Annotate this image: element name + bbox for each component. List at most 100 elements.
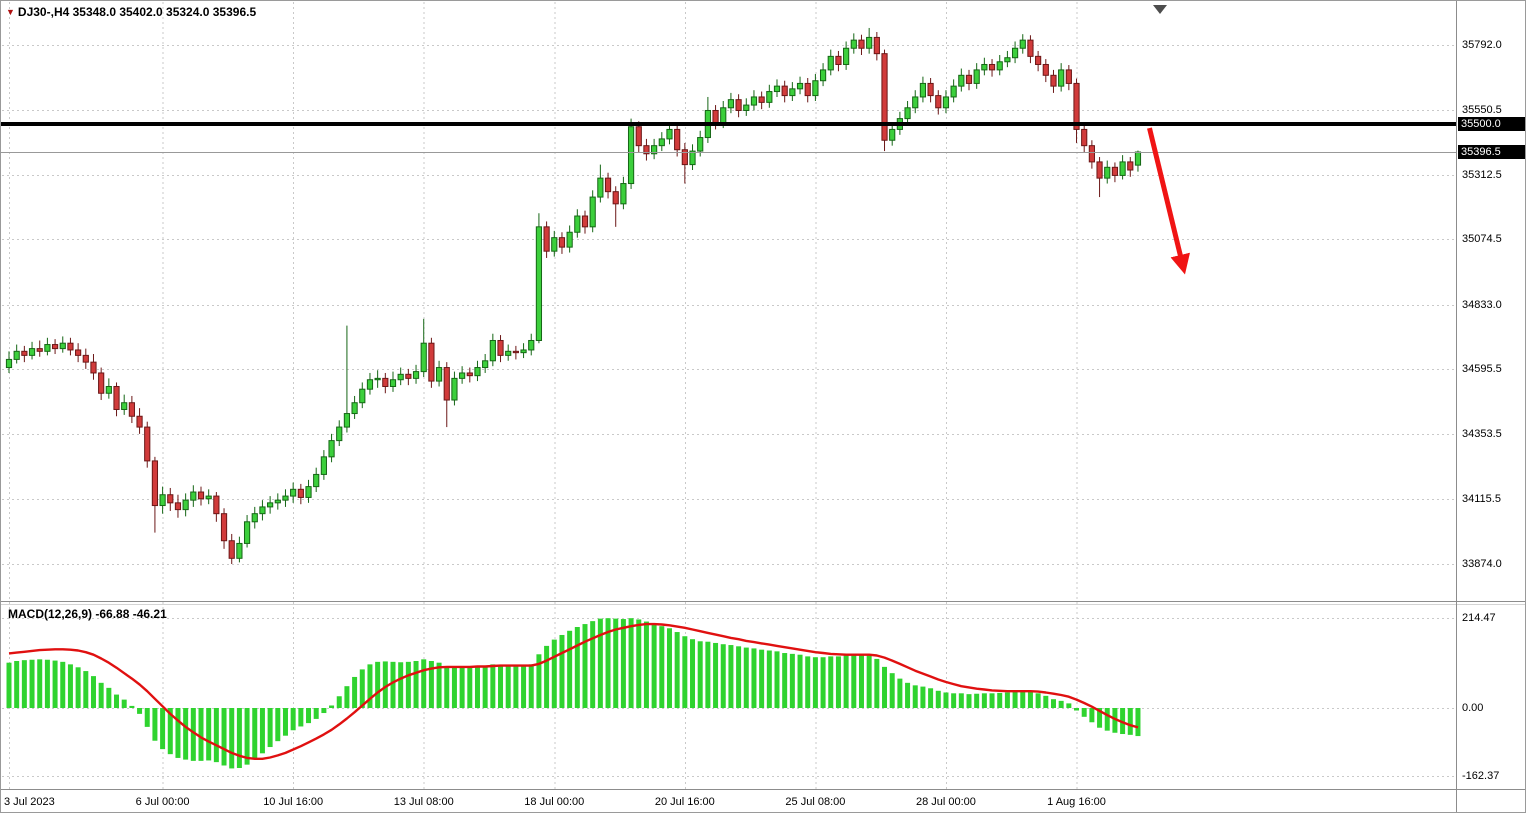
candle-body — [512, 350, 519, 354]
candle — [1011, 41, 1019, 64]
candle-body — [205, 495, 212, 500]
candle-body — [405, 373, 412, 379]
time-axis[interactable] — [1, 790, 1456, 812]
macd-bar — [713, 642, 719, 708]
candle-body — [159, 494, 166, 507]
candle — [1111, 162, 1119, 183]
candle — [1088, 140, 1095, 169]
macd-bar — [428, 661, 434, 708]
candle-body — [105, 385, 112, 394]
candle — [274, 493, 281, 510]
macd-bar — [482, 665, 488, 708]
candle-body — [958, 74, 965, 87]
candle-body — [313, 473, 320, 488]
macd-bar — [981, 693, 987, 708]
candle — [5, 351, 13, 373]
macd-bar — [121, 699, 127, 708]
macd-bar — [252, 708, 258, 760]
macd-bar — [835, 656, 841, 708]
candle-body — [919, 82, 927, 98]
macd-bar — [175, 708, 181, 758]
candle-body — [197, 491, 205, 500]
macd-bar — [60, 661, 66, 708]
candle-body — [428, 342, 435, 382]
candle — [681, 142, 688, 184]
candle-body — [873, 36, 880, 55]
candle — [750, 90, 758, 111]
macd-bar — [1081, 708, 1087, 717]
candle-body — [973, 69, 980, 84]
candle — [159, 486, 166, 514]
candle — [1065, 65, 1072, 91]
candle — [1042, 59, 1049, 83]
candle — [412, 364, 420, 384]
candle — [167, 487, 174, 511]
candle — [1004, 50, 1011, 68]
candle-body — [789, 88, 796, 97]
main-chart-pane[interactable] — [1, 1, 1456, 601]
candle-body — [950, 85, 957, 98]
candle-body — [881, 53, 888, 141]
price-axis-label: 35550.5 — [1462, 104, 1502, 116]
candle-body — [497, 339, 504, 356]
candle — [558, 232, 566, 254]
candle-body — [620, 183, 627, 205]
candle-body — [290, 488, 297, 497]
macd-bar — [190, 708, 196, 761]
macd-bar — [37, 659, 43, 708]
candle — [90, 354, 97, 380]
candle — [151, 456, 159, 533]
candle — [612, 186, 619, 227]
macd-bar — [974, 693, 980, 708]
macd-bar — [1089, 708, 1095, 723]
candle — [220, 508, 228, 549]
candle — [51, 339, 59, 355]
candle-body — [351, 402, 358, 415]
macd-bar — [544, 645, 550, 708]
candle-body — [382, 377, 389, 387]
candle-body — [36, 348, 43, 352]
candle-body — [243, 521, 251, 544]
candle — [651, 138, 658, 160]
candle-body — [182, 499, 189, 511]
candle-body — [144, 426, 151, 462]
macd-bar — [344, 686, 350, 708]
candle-body — [28, 348, 36, 356]
candle — [374, 370, 381, 388]
candle-body — [213, 495, 220, 515]
candle-body — [113, 385, 120, 410]
time-axis-label: 10 Jul 16:00 — [263, 796, 324, 808]
candle-body — [5, 358, 13, 369]
macd-bar — [882, 666, 888, 708]
candle — [873, 32, 880, 61]
macd-bar — [812, 657, 818, 708]
macd-bar — [1012, 691, 1018, 708]
macd-bar — [21, 660, 27, 708]
candle — [581, 210, 589, 234]
current-price-badge: 35396.5 — [1458, 145, 1525, 159]
macd-bar — [605, 618, 611, 708]
candle — [228, 533, 235, 564]
candle-body — [67, 342, 74, 351]
trend-arrow[interactable] — [1147, 127, 1190, 275]
candle-body — [643, 145, 650, 155]
trend-arrow-shaft[interactable] — [1147, 127, 1190, 275]
candle-body — [482, 360, 489, 369]
candle — [505, 344, 512, 361]
candle — [144, 421, 151, 468]
macd-axis-label: 0.00 — [1462, 702, 1484, 714]
candle-body — [282, 495, 289, 501]
candle — [935, 90, 942, 115]
macd-indicator-pane[interactable] — [1, 605, 1456, 789]
macd-bar — [643, 621, 649, 708]
candle-body — [435, 367, 443, 382]
candle — [336, 420, 343, 447]
candle — [827, 49, 834, 76]
macd-bar — [905, 682, 911, 708]
macd-bar — [282, 708, 288, 736]
candle — [942, 90, 950, 114]
chart-shift-marker-icon[interactable] — [1153, 5, 1167, 14]
price-axis-label: 34115.5 — [1462, 493, 1501, 505]
macd-bar — [14, 661, 20, 708]
macd-bar — [751, 648, 757, 708]
